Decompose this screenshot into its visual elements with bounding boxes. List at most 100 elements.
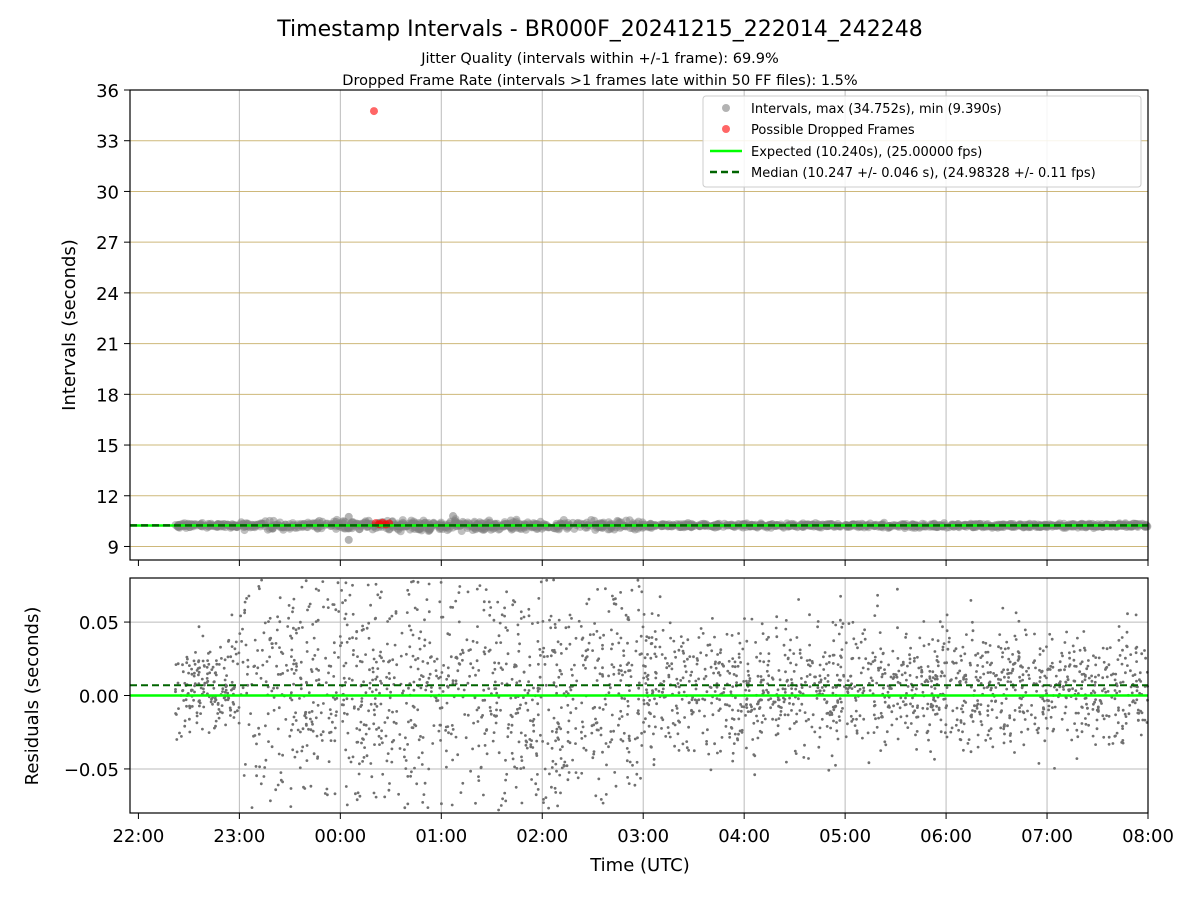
residual-point bbox=[386, 752, 390, 755]
residual-point bbox=[489, 709, 492, 713]
residual-point bbox=[402, 689, 405, 693]
residual-point bbox=[836, 699, 840, 702]
residual-point bbox=[653, 645, 657, 649]
residual-point bbox=[617, 641, 621, 645]
residual-point bbox=[911, 696, 914, 700]
residual-point bbox=[511, 603, 515, 607]
residual-point bbox=[496, 600, 500, 604]
residual-point bbox=[645, 688, 648, 692]
residual-point bbox=[217, 708, 221, 711]
residual-point bbox=[504, 778, 507, 782]
residual-point bbox=[208, 671, 212, 675]
residual-point bbox=[823, 651, 827, 654]
residual-point bbox=[395, 710, 399, 713]
residual-point bbox=[406, 743, 409, 746]
residual-point bbox=[332, 641, 336, 645]
residual-point bbox=[726, 669, 730, 673]
residual-point bbox=[388, 617, 392, 621]
residual-point bbox=[844, 641, 848, 645]
residual-point bbox=[971, 629, 975, 633]
residual-point bbox=[524, 701, 528, 705]
residual-point bbox=[740, 731, 744, 734]
residual-point bbox=[403, 748, 406, 751]
residual-point bbox=[300, 585, 304, 589]
residual-point bbox=[1022, 711, 1026, 715]
residual-point bbox=[541, 620, 545, 623]
residual-point bbox=[427, 610, 431, 614]
residual-point bbox=[654, 638, 658, 641]
residual-point bbox=[278, 620, 282, 624]
residual-point bbox=[536, 621, 540, 624]
residual-point bbox=[1075, 728, 1079, 732]
residual-point bbox=[193, 690, 196, 694]
residual-point bbox=[539, 580, 543, 584]
residual-point bbox=[401, 691, 404, 695]
residual-point bbox=[610, 647, 613, 651]
residual-point bbox=[792, 670, 796, 673]
interval-point bbox=[954, 520, 962, 528]
chart-subtitle-jitter: Jitter Quality (intervals within +/-1 fr… bbox=[420, 51, 779, 67]
residual-point bbox=[739, 661, 742, 664]
residual-point bbox=[230, 613, 234, 617]
residual-point bbox=[1060, 651, 1064, 655]
residual-point bbox=[896, 587, 899, 591]
residual-point bbox=[771, 717, 774, 721]
residual-point bbox=[675, 707, 679, 710]
residual-point bbox=[927, 642, 931, 646]
residual-point bbox=[276, 783, 280, 787]
residual-point bbox=[981, 665, 985, 668]
residual-point bbox=[826, 680, 830, 683]
residual-point bbox=[1083, 678, 1087, 682]
residual-point bbox=[439, 739, 442, 742]
residual-point bbox=[947, 640, 951, 644]
residual-point bbox=[811, 661, 814, 665]
residual-point bbox=[969, 750, 973, 754]
residual-point bbox=[913, 656, 916, 660]
residual-point bbox=[783, 687, 787, 691]
residual-point bbox=[908, 674, 912, 677]
residual-point bbox=[1026, 709, 1029, 713]
residual-point bbox=[1065, 630, 1068, 634]
residual-point bbox=[308, 711, 311, 714]
residual-point bbox=[667, 731, 671, 735]
residual-point bbox=[233, 710, 237, 714]
residual-point bbox=[294, 719, 298, 722]
residual-point bbox=[808, 658, 812, 662]
residual-point bbox=[906, 685, 910, 688]
residual-point bbox=[226, 698, 230, 702]
residual-point bbox=[367, 636, 371, 640]
residual-point bbox=[911, 705, 915, 708]
residual-point bbox=[895, 717, 899, 721]
residual-point bbox=[333, 739, 337, 743]
residual-point bbox=[858, 714, 862, 718]
residual-point bbox=[982, 686, 986, 690]
residual-point bbox=[462, 688, 466, 692]
residual-point bbox=[1104, 668, 1107, 671]
residual-point bbox=[259, 676, 263, 680]
residual-point bbox=[1020, 730, 1023, 734]
residual-point bbox=[1114, 734, 1117, 738]
residual-point bbox=[291, 723, 295, 726]
residual-point bbox=[899, 696, 903, 700]
residual-point bbox=[629, 675, 633, 678]
residual-point bbox=[949, 679, 952, 683]
residual-point bbox=[557, 722, 560, 726]
residual-point bbox=[797, 697, 800, 701]
residual-point bbox=[562, 763, 566, 767]
residual-point bbox=[951, 709, 955, 713]
residual-point bbox=[725, 632, 729, 636]
residual-point bbox=[915, 715, 918, 719]
residual-point bbox=[995, 716, 999, 719]
residual-point bbox=[831, 662, 835, 665]
residual-point bbox=[835, 721, 838, 724]
residual-point bbox=[520, 801, 524, 805]
residual-point bbox=[619, 709, 623, 713]
residual-point bbox=[528, 663, 532, 667]
residual-point bbox=[873, 655, 877, 659]
residual-point bbox=[753, 773, 757, 777]
residual-point bbox=[692, 655, 695, 659]
residual-point bbox=[944, 706, 948, 710]
residual-point bbox=[706, 728, 709, 732]
residual-point bbox=[491, 739, 495, 743]
residual-point bbox=[295, 631, 298, 635]
